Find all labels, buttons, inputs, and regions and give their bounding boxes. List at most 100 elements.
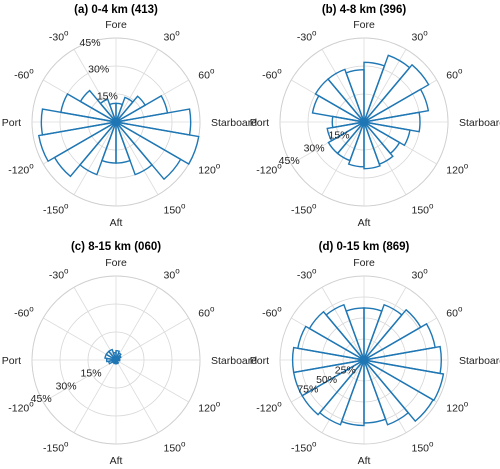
angle-tick-label: Port <box>250 355 269 367</box>
angle-tick-label: -120o <box>256 162 282 177</box>
grid-spoke <box>321 121 365 195</box>
angle-tick-label: -30o <box>49 267 69 282</box>
grid-spoke <box>43 317 117 361</box>
angle-tick-label: Starboard <box>211 355 257 367</box>
angle-tick-label: -30o <box>297 29 317 44</box>
angle-tick-label: 150o <box>164 439 187 454</box>
radial-tick-label: 25% <box>335 365 356 377</box>
grid-spoke <box>321 287 365 361</box>
angle-tick-label: 60o <box>446 67 463 82</box>
histogram-bin <box>108 102 117 123</box>
histogram-bin <box>363 54 411 123</box>
angle-tick-label: -30o <box>297 267 317 282</box>
angle-tick-label: 30o <box>164 267 181 282</box>
radial-tick-label: 75% <box>297 384 318 396</box>
grid-spoke <box>73 359 117 433</box>
angle-tick-label: -60o <box>262 67 282 82</box>
grid-spoke <box>115 121 159 195</box>
angle-tick-label: 120o <box>446 400 469 415</box>
panel-title: (a) 0-4 km (413) <box>74 4 158 16</box>
angle-tick-label: 30o <box>412 267 429 282</box>
histogram-bin <box>60 93 117 123</box>
histogram-bin <box>363 359 435 423</box>
radial-tick-label: 45% <box>279 155 300 167</box>
histogram-bin <box>363 359 445 402</box>
angle-tick-label: 150o <box>412 201 435 216</box>
angle-tick-label: -120o <box>8 162 34 177</box>
grid-spoke <box>363 49 407 123</box>
grid-spoke <box>73 49 117 123</box>
histogram-bin <box>363 121 411 147</box>
angle-tick-label: -30o <box>49 29 69 44</box>
angle-tick-label: Fore <box>105 257 127 269</box>
angle-tick-label: -60o <box>262 305 282 320</box>
angle-tick-label: -60o <box>14 305 34 320</box>
panel-title: (b) 4-8 km (396) <box>322 4 407 16</box>
angle-tick-label: -120o <box>256 400 282 415</box>
angle-tick-label: 60o <box>446 305 463 320</box>
histogram-bin <box>112 351 117 361</box>
angle-tick-label: 120o <box>198 162 221 177</box>
angle-tick-label: Aft <box>110 455 123 467</box>
polar-panel-2: (b) 4-8 km (396) 15% 30% 45% Fore 30o 60o Starb… <box>250 4 500 229</box>
histogram-bin <box>363 121 394 165</box>
radial-tick-label: 30% <box>88 64 109 76</box>
histogram-bin <box>79 121 117 176</box>
angle-tick-label: -60o <box>14 67 34 82</box>
grid-spoke <box>115 359 189 403</box>
angle-tick-label: 120o <box>198 400 221 415</box>
histogram-bin <box>37 121 117 163</box>
grid-spoke <box>73 121 117 195</box>
histogram-bin <box>347 121 365 168</box>
angle-tick-label: Fore <box>353 257 375 269</box>
polar-panel-3: (c) 8-15 km (060) 15% 30% 45% Fore 30o 60o Star… <box>2 241 258 467</box>
grid-spoke <box>321 359 365 433</box>
radial-tick-label: 30% <box>304 142 325 154</box>
grid-spoke <box>73 287 117 361</box>
angle-tick-label: Port <box>2 355 21 367</box>
histogram-bin <box>363 121 381 170</box>
angle-tick-label: Port <box>2 117 21 129</box>
radial-tick-label: 30% <box>56 380 77 392</box>
histogram-bin <box>345 69 365 123</box>
grid-spoke <box>43 359 117 403</box>
angle-tick-label: -150o <box>291 201 317 216</box>
histogram-bin <box>115 349 121 361</box>
panel-title: (d) 0-15 km (869) <box>319 241 410 253</box>
histogram-bin <box>79 89 117 123</box>
grid-spoke <box>363 121 407 195</box>
grid-spoke <box>115 359 159 433</box>
radial-tick-label: 15% <box>97 90 118 102</box>
angle-tick-label: 60o <box>198 305 215 320</box>
angle-tick-label: Starboard <box>211 117 257 129</box>
histogram-bin <box>40 108 117 136</box>
histogram-bin <box>345 307 365 361</box>
histogram-bin <box>115 121 153 176</box>
angle-tick-label: -150o <box>291 439 317 454</box>
histogram-bin <box>291 346 365 374</box>
angle-tick-label: Aft <box>358 455 371 467</box>
angle-tick-label: 150o <box>412 439 435 454</box>
angle-tick-label: -120o <box>8 400 34 415</box>
angle-tick-label: 120o <box>446 162 469 177</box>
grid-spoke <box>363 287 407 361</box>
grid-spoke <box>321 49 365 123</box>
polar-panel-1: (a) 0-4 km (413) 15% 30% 45% Fore 30o 60o Starb… <box>2 4 258 229</box>
histogram-bin <box>115 354 122 361</box>
angle-tick-label: 60o <box>198 67 215 82</box>
angle-tick-label: Aft <box>110 217 123 229</box>
radial-tick-label: 50% <box>316 374 337 386</box>
angle-tick-label: 150o <box>164 201 187 216</box>
histogram-bin <box>115 352 122 361</box>
angle-tick-label: Fore <box>105 19 127 31</box>
angle-tick-label: Aft <box>358 217 371 229</box>
radial-tick-label: 45% <box>31 393 52 405</box>
radial-tick-label: 45% <box>80 37 101 49</box>
histogram-bin <box>115 121 200 165</box>
histogram-bin <box>327 68 365 123</box>
angle-tick-label: 30o <box>412 29 429 44</box>
radial-tick-label: 15% <box>81 368 102 380</box>
panel-title: (c) 8-15 km (060) <box>71 241 161 253</box>
histogram-bin <box>115 358 121 362</box>
